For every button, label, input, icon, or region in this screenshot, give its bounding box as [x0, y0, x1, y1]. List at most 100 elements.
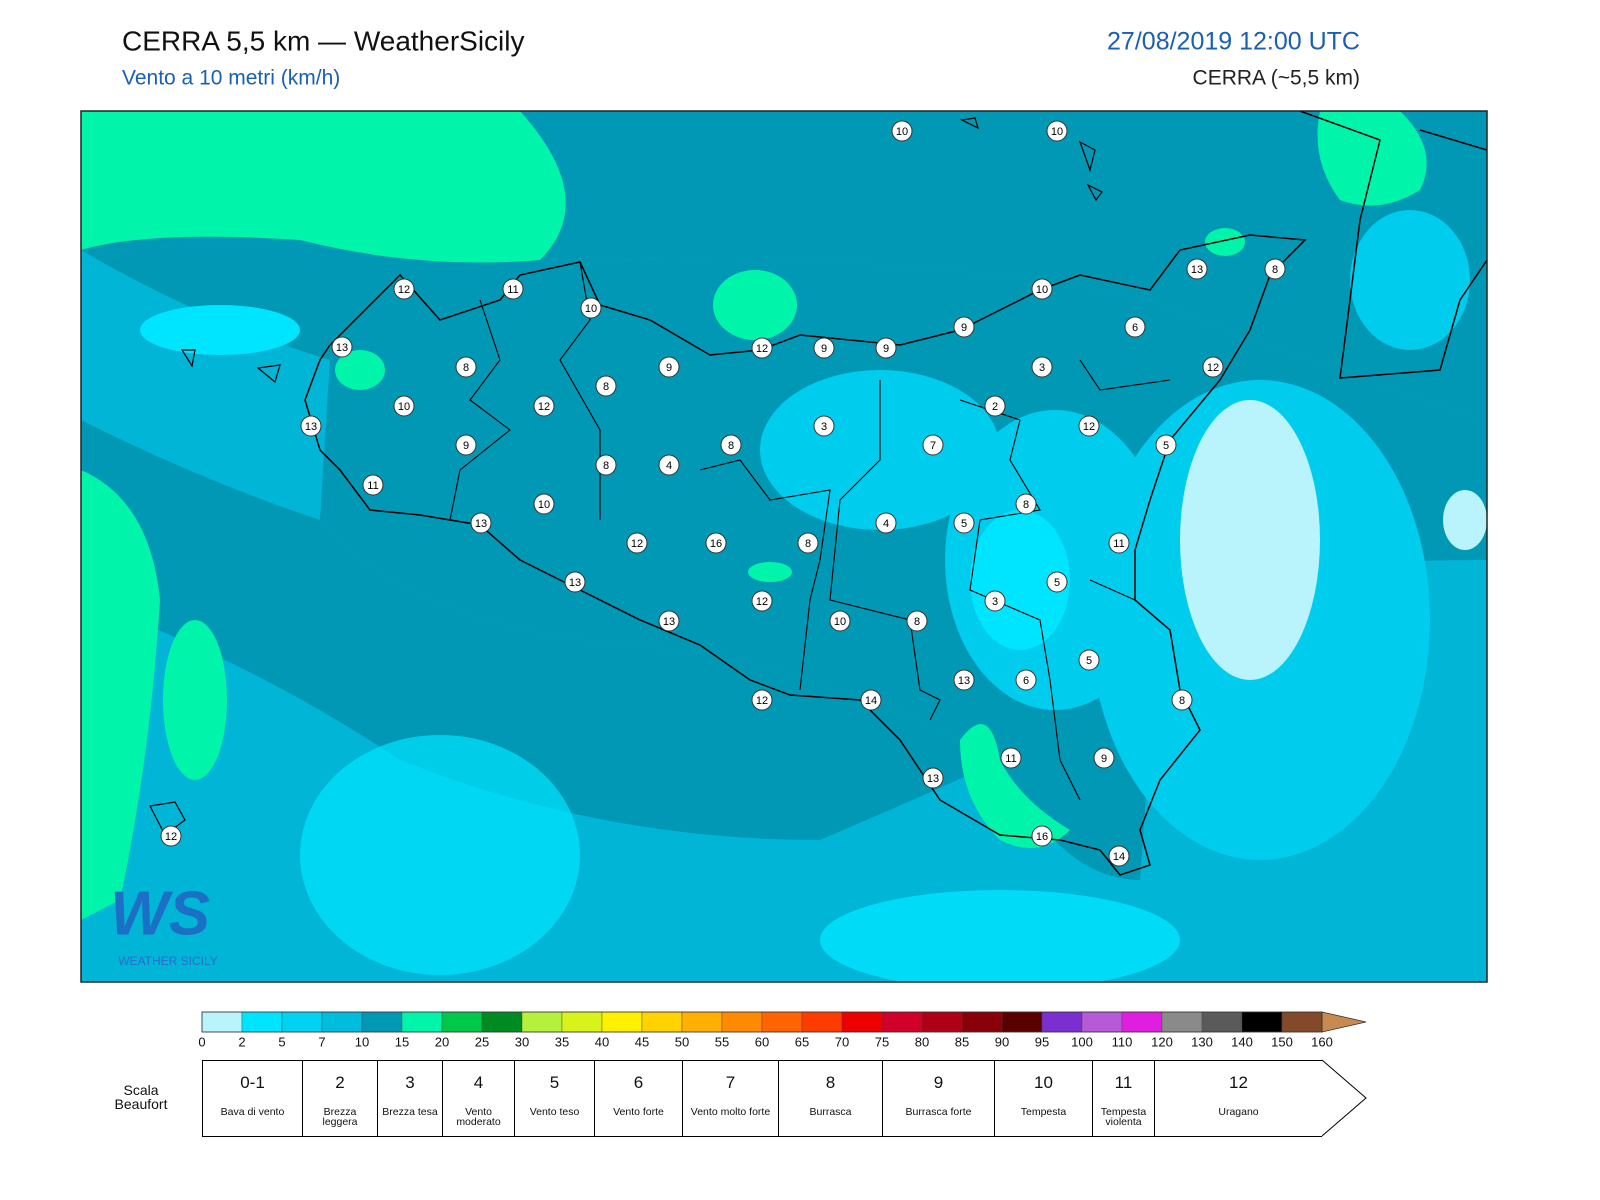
station-value: 13 — [927, 773, 939, 785]
beaufort-force: 7 — [725, 1073, 736, 1092]
wind-field — [81, 111, 1487, 982]
subtitle: Vento a 10 metri (km/h) — [122, 67, 340, 90]
colorbar-tick-label: 40 — [595, 1034, 609, 1049]
colorbar-segment — [841, 1011, 883, 1033]
station-marker — [455, 434, 477, 456]
station-marker — [1046, 120, 1068, 142]
station-value: 13 — [1191, 264, 1203, 276]
station-value: 11 — [1113, 538, 1124, 550]
beaufort-force: 5 — [549, 1073, 560, 1092]
beaufort-cell: 9 Burrasca forte — [882, 1060, 994, 1137]
station-marker — [658, 610, 680, 632]
station-marker — [1031, 278, 1053, 300]
station-marker — [455, 356, 477, 378]
station-marker — [393, 395, 415, 417]
station-marker — [658, 356, 680, 378]
station-marker — [984, 590, 1006, 612]
colorbar-tick-label: 5 — [278, 1034, 285, 1049]
beaufort-cell: 7 Vento molto forte — [682, 1060, 778, 1137]
beaufort-name: Burrasca forte — [905, 1106, 972, 1118]
beaufort-cell: 10 Tempesta — [994, 1060, 1092, 1137]
station-value: 12 — [165, 831, 177, 843]
station-marker — [751, 689, 773, 711]
colorbar-tick-label: 110 — [1112, 1034, 1133, 1049]
beaufort-label: Scala Beaufort — [114, 1082, 168, 1112]
colorbar-segment — [921, 1011, 963, 1033]
station-value: 12 — [538, 401, 550, 413]
station-value: 9 — [961, 322, 967, 334]
colorbar-tick-label: 85 — [955, 1034, 969, 1049]
station-marker — [751, 590, 773, 612]
beaufort-cell: 8 Burrasca — [778, 1060, 882, 1137]
station-marker — [1031, 825, 1053, 847]
beaufort-name: Vento forte — [613, 1106, 664, 1118]
colorbar-segment — [281, 1011, 323, 1033]
station-marker — [595, 375, 617, 397]
station-marker — [891, 120, 913, 142]
station-marker — [533, 493, 555, 515]
colorbar-tick-label: 10 — [355, 1034, 369, 1049]
colorbar-tick-label: 160 — [1311, 1034, 1333, 1049]
station-marker — [906, 610, 928, 632]
station-marker — [953, 316, 975, 338]
station-value: 8 — [1179, 695, 1185, 707]
colorbar-tick-label: 35 — [555, 1034, 569, 1049]
station-value: 8 — [805, 538, 811, 550]
colorbar-tick-label: 70 — [835, 1034, 849, 1049]
station-value: 12 — [756, 695, 768, 707]
colorbar-tick-label: 55 — [715, 1034, 729, 1049]
beaufort-force: 8 — [825, 1073, 836, 1092]
beaufort-name: Vento moderato — [456, 1106, 501, 1128]
station-marker — [953, 669, 975, 691]
station-marker — [595, 454, 617, 476]
beaufort-cell: 6 Vento forte — [594, 1060, 682, 1137]
station-value: 14 — [865, 695, 877, 707]
beaufort-force: 3 — [405, 1073, 415, 1092]
station-value: 11 — [367, 480, 378, 492]
colorbar-tick-label: 60 — [755, 1034, 769, 1049]
station-value: 11 — [1005, 753, 1016, 765]
station-value: 13 — [475, 518, 487, 530]
colorbar-tick-label: 50 — [675, 1034, 689, 1049]
station-marker — [953, 512, 975, 534]
station-marker — [922, 767, 944, 789]
colorbar-segment — [561, 1011, 603, 1033]
station-value: 13 — [569, 577, 581, 589]
station-value: 14 — [1113, 851, 1125, 863]
colorbar-segment — [481, 1011, 523, 1033]
station-value: 13 — [663, 616, 675, 628]
station-marker — [813, 337, 835, 359]
station-value: 7 — [930, 440, 936, 452]
logo-mark: WS — [110, 879, 210, 948]
station-value: 10 — [834, 616, 846, 628]
logo-text: WEATHER SICILY — [118, 954, 218, 968]
station-value: 5 — [1054, 577, 1060, 589]
station-marker — [564, 571, 586, 593]
station-value: 12 — [1083, 421, 1095, 433]
model: CERRA (~5,5 km) — [1193, 67, 1360, 90]
station-value: 10 — [398, 401, 410, 413]
station-marker — [751, 337, 773, 359]
station-marker — [1202, 356, 1224, 378]
station-marker — [813, 415, 835, 437]
station-marker — [626, 532, 648, 554]
colorbar-tick-label: 130 — [1191, 1034, 1213, 1049]
colorbar-extension — [1321, 1011, 1367, 1033]
colorbar-tick-label: 65 — [795, 1034, 809, 1049]
station-marker — [331, 336, 353, 358]
station-value: 9 — [883, 343, 889, 355]
station-marker — [1031, 356, 1053, 378]
colorbar-tick-label: 140 — [1231, 1034, 1253, 1049]
colorbar-tick-label: 150 — [1271, 1034, 1293, 1049]
map-frame — [80, 110, 1488, 983]
station-marker — [362, 474, 384, 496]
station-marker — [580, 297, 602, 319]
station-value: 10 — [1036, 284, 1048, 296]
station-marker — [797, 532, 819, 554]
station-marker — [1108, 845, 1130, 867]
beaufort-name: Vento molto forte — [690, 1106, 771, 1118]
colorbar-tick-label: 2 — [238, 1034, 245, 1049]
station-value: 10 — [538, 499, 550, 511]
beaufort-force: 9 — [933, 1073, 944, 1092]
beaufort-cell: 5 Vento teso — [514, 1060, 594, 1137]
